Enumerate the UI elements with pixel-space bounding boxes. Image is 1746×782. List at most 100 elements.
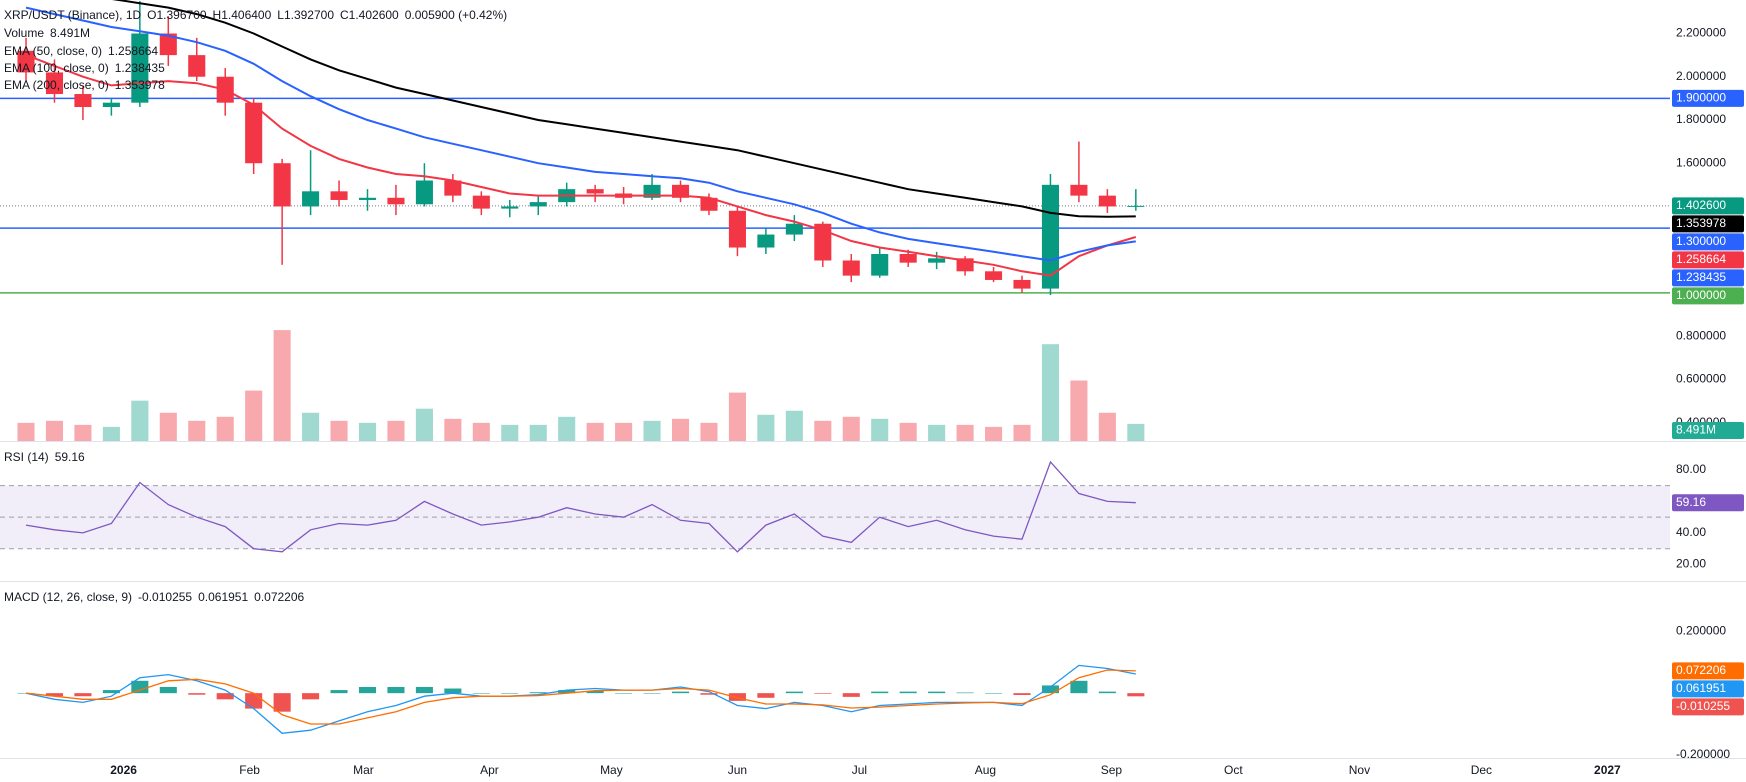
macd-histogram-bar [700, 693, 718, 695]
macd-histogram-bar [415, 686, 433, 694]
volume-bar [1041, 344, 1059, 441]
candle-body [928, 258, 946, 263]
legend-name: EMA (50, close, 0) [4, 44, 102, 58]
candle-body [159, 33, 177, 56]
pane [17, 664, 1145, 734]
quote-value: L1.392700 [277, 8, 334, 22]
candle-body [501, 206, 519, 209]
candle-body [814, 223, 832, 261]
volume-bar [387, 420, 405, 441]
x-tick-label: Aug [975, 763, 996, 777]
volume-bar [17, 422, 35, 441]
macd-histogram-bar [985, 693, 1003, 694]
y-tick-label: 0.200000 [1676, 624, 1726, 638]
macd-histogram-bar [273, 693, 291, 712]
axis-label-bg [1672, 662, 1744, 680]
y-tick-label: 0.800000 [1676, 328, 1726, 342]
macd-histogram-bar [529, 692, 547, 694]
pane [0, 460, 1670, 553]
volume-bar [529, 424, 547, 441]
legend-value: 59.16 [55, 450, 85, 464]
axis-label-bg [1672, 197, 1744, 215]
macd-histogram-bar [871, 691, 889, 694]
axis-label: 0.072206 [1676, 663, 1726, 677]
axis-label: 1.900000 [1676, 91, 1726, 105]
candle-body [1098, 195, 1116, 207]
ema-line [111, 0, 1136, 218]
volume-bar [928, 424, 946, 441]
volume-bar [415, 408, 433, 441]
candle-body [45, 72, 64, 95]
volume-bar [728, 392, 746, 441]
candle-body [985, 271, 1003, 280]
candle-body [1013, 279, 1031, 289]
candle-body [1041, 184, 1059, 289]
y-tick-label: 1.800000 [1676, 112, 1726, 126]
macd-histogram-bar [358, 686, 377, 694]
legend-name: RSI (14) [4, 450, 49, 464]
x-tick-label: Dec [1471, 763, 1492, 777]
y-tick-label: 80.00 [1676, 462, 1706, 476]
volume-bar [558, 416, 576, 441]
x-tick-label: Mar [353, 763, 374, 777]
axis-label: -0.010255 [1676, 699, 1730, 713]
candle-body [444, 180, 462, 196]
candle-body [472, 195, 490, 209]
axis-label-bg [1672, 698, 1744, 716]
quote-value: H1.406400 [213, 8, 272, 22]
volume-bar [842, 416, 860, 441]
axis-label-bg [1672, 680, 1744, 698]
macd-histogram-bar [159, 686, 177, 694]
macd-histogram-bar [501, 693, 519, 694]
x-tick-label: Jul [852, 763, 867, 777]
axis-label: 0.061951 [1676, 681, 1726, 695]
macd-histogram-bar [842, 693, 860, 697]
volume-bar [615, 422, 633, 441]
volume-bar [188, 420, 206, 441]
macd-histogram-bar [558, 690, 576, 694]
candle-body [586, 189, 604, 194]
volume-bar [102, 426, 120, 441]
volume-bar [245, 390, 263, 441]
overlay: 0.4000000.6000000.8000001.6000001.800000… [4, 8, 1744, 777]
volume-bar [643, 420, 661, 441]
macd-histogram-bar [1013, 693, 1031, 696]
axis-label-bg [1672, 215, 1744, 233]
candle-body [842, 260, 860, 276]
axis-label: 1.300000 [1676, 234, 1726, 248]
macd-histogram-bar [956, 692, 974, 694]
plots [0, 0, 1670, 734]
axis-label: 1.258664 [1676, 252, 1726, 266]
legend-value: 0.061951 [198, 590, 248, 604]
volume-bar [358, 422, 377, 441]
candle-body [415, 180, 433, 205]
macd-histogram-bar [785, 691, 803, 694]
y-tick-label: 20.00 [1676, 557, 1706, 571]
y-tick-label: -0.200000 [1676, 747, 1730, 761]
axis-label: 1.402600 [1676, 198, 1726, 212]
macd-histogram-bar [444, 688, 462, 694]
macd-histogram-bar [1041, 685, 1059, 694]
macd-histogram-bar [814, 693, 832, 694]
volume-bar [814, 420, 832, 441]
x-tick-label: 2027 [1594, 763, 1621, 777]
macd-histogram-bar [643, 693, 661, 694]
quote-value: C1.402600 [340, 8, 399, 22]
macd-histogram-bar [899, 691, 917, 694]
macd-histogram-bar [102, 690, 120, 694]
candle-body [757, 234, 775, 248]
volume-bar [871, 418, 889, 441]
volume-bar [586, 422, 604, 441]
macd-histogram-bar [245, 693, 263, 709]
volume-bar [785, 410, 803, 441]
y-tick-label: 1.600000 [1676, 155, 1726, 169]
y-tick-label: 2.200000 [1676, 26, 1726, 40]
pane [0, 0, 1670, 441]
macd-histogram-bar [757, 693, 775, 698]
macd-line [25, 664, 1136, 734]
volume-bar [757, 414, 775, 441]
x-tick-label: 2026 [110, 763, 137, 777]
axis-label-bg [1672, 422, 1744, 439]
